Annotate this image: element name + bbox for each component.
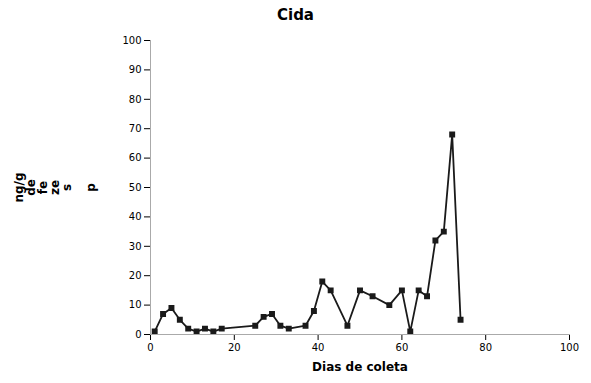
html-text:Cida: Cida — [277, 6, 314, 24]
svg-text:80: 80 — [479, 342, 492, 353]
svg-text:20: 20 — [129, 270, 142, 281]
svg-text:10: 10 — [129, 299, 142, 310]
svg-text:70: 70 — [129, 123, 142, 134]
svg-text:40: 40 — [129, 211, 142, 222]
svg-text:30: 30 — [129, 241, 142, 252]
svg-text:60: 60 — [129, 152, 142, 163]
svg-text:50: 50 — [129, 182, 142, 193]
svg-text:0: 0 — [135, 329, 141, 340]
svg-text:90: 90 — [129, 64, 142, 75]
svg-text:100: 100 — [560, 342, 579, 353]
svg-text:Dias de coleta: Dias de coleta — [312, 360, 408, 374]
svg-text:100: 100 — [122, 35, 141, 46]
svg-text:60: 60 — [396, 342, 409, 353]
svg-text:0: 0 — [147, 342, 153, 353]
svg-text:80: 80 — [129, 94, 142, 105]
svg-text:ng/gdefezesp: ng/gdefezesp — [12, 172, 98, 202]
svg-text:20: 20 — [228, 342, 241, 353]
svg-text:40: 40 — [312, 342, 325, 353]
